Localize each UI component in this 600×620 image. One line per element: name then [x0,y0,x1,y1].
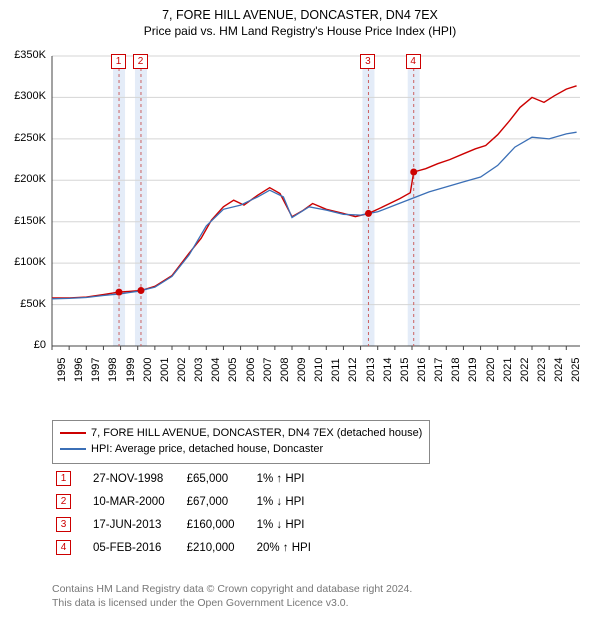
transaction-date: 10-MAR-2000 [83,491,175,512]
transaction-date: 17-JUN-2013 [83,514,175,535]
chart-area: £0 £50K £100K £150K £200K £250K £300K £350K 1995… [0,46,600,406]
transaction-row: 2 10-MAR-2000£67,0001% ↓ HPI [46,491,321,512]
x-axis-label: 1998 [107,358,119,382]
y-axis-label: £300K [2,90,46,102]
footnote: Contains HM Land Registry data © Crown c… [52,582,412,610]
x-axis-label: 1999 [125,358,137,382]
chart-title: 7, FORE HILL AVENUE, DONCASTER, DN4 7EX [0,0,600,22]
marker-box: 3 [360,54,375,69]
legend-item: 7, FORE HILL AVENUE, DONCASTER, DN4 7EX … [60,426,422,442]
y-axis-label: £50K [2,298,46,310]
legend: 7, FORE HILL AVENUE, DONCASTER, DN4 7EX … [52,420,430,464]
x-axis-label: 1997 [90,358,102,382]
marker-box: 4 [406,54,421,69]
marker-box: 2 [133,54,148,69]
x-axis-label: 2012 [347,358,359,382]
marker-box: 2 [56,494,71,509]
transaction-price: £65,000 [177,468,245,489]
x-axis-label: 2003 [193,358,205,382]
marker-box: 4 [56,540,71,555]
x-axis-label: 2021 [502,358,514,382]
x-axis-label: 2023 [536,358,548,382]
transaction-pct: 1% ↓ HPI [247,514,321,535]
legend-item: HPI: Average price, detached house, Donc… [60,442,422,458]
transaction-date: 27-NOV-1998 [83,468,175,489]
x-axis-label: 2016 [416,358,428,382]
x-axis-label: 2002 [176,358,188,382]
x-axis-label: 2013 [365,358,377,382]
x-axis-label: 2009 [296,358,308,382]
x-axis-label: 2020 [485,358,497,382]
transaction-row: 1 27-NOV-1998£65,0001% ↑ HPI [46,468,321,489]
transaction-price: £160,000 [177,514,245,535]
transaction-pct: 1% ↓ HPI [247,491,321,512]
transaction-price: £67,000 [177,491,245,512]
x-axis-label: 2019 [467,358,479,382]
x-axis-label: 2022 [519,358,531,382]
legend-label: HPI: Average price, detached house, Donc… [91,443,323,455]
x-axis-label: 2017 [433,358,445,382]
legend-swatch [60,448,86,450]
y-axis-label: £150K [2,215,46,227]
x-axis-label: 2004 [210,358,222,382]
transaction-pct: 20% ↑ HPI [247,537,321,558]
x-axis-label: 2024 [553,358,565,382]
chart-subtitle: Price paid vs. HM Land Registry's House … [0,22,600,46]
marker-box: 1 [56,471,71,486]
transaction-price: £210,000 [177,537,245,558]
y-axis-label: £350K [2,49,46,61]
y-axis-label: £200K [2,173,46,185]
marker-box: 3 [56,517,71,532]
y-axis-label: £250K [2,132,46,144]
x-axis-label: 2015 [399,358,411,382]
y-axis-label: £0 [2,339,46,351]
x-axis-label: 1995 [56,358,68,382]
x-axis-label: 2018 [450,358,462,382]
x-axis-label: 2008 [279,358,291,382]
footnote-line: This data is licensed under the Open Gov… [52,596,412,610]
x-axis-label: 2000 [142,358,154,382]
transactions-table: 127-NOV-1998£65,0001% ↑ HPI210-MAR-2000£… [44,466,323,560]
footnote-line: Contains HM Land Registry data © Crown c… [52,582,412,596]
chart-svg [0,46,600,406]
x-axis-label: 1996 [73,358,85,382]
legend-swatch [60,432,86,434]
x-axis-label: 2005 [227,358,239,382]
transaction-row: 3 17-JUN-2013£160,0001% ↓ HPI [46,514,321,535]
transaction-date: 05-FEB-2016 [83,537,175,558]
transaction-row: 4 05-FEB-2016£210,00020% ↑ HPI [46,537,321,558]
x-axis-label: 2014 [382,358,394,382]
marker-box: 1 [111,54,126,69]
x-axis-label: 2006 [245,358,257,382]
legend-label: 7, FORE HILL AVENUE, DONCASTER, DN4 7EX … [91,427,422,439]
x-axis-label: 2025 [570,358,582,382]
x-axis-label: 2011 [330,358,342,382]
x-axis-label: 2007 [262,358,274,382]
x-axis-label: 2010 [313,358,325,382]
y-axis-label: £100K [2,256,46,268]
x-axis-label: 2001 [159,358,171,382]
transaction-pct: 1% ↑ HPI [247,468,321,489]
